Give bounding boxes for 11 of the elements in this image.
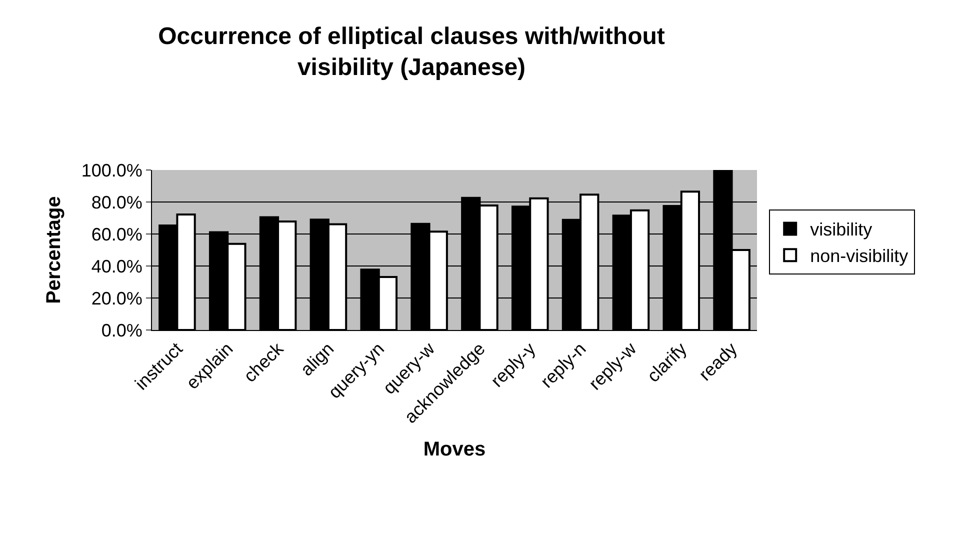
x-axis-title: Moves bbox=[423, 438, 486, 461]
y-tick-label: 80.0% bbox=[91, 192, 142, 212]
y-tick-label: 20.0% bbox=[91, 288, 142, 308]
y-tick-label: 60.0% bbox=[91, 224, 142, 244]
y-tick-label: 100.0% bbox=[81, 160, 142, 180]
y-axis-title: Percentage bbox=[42, 196, 65, 304]
y-tick-label: 0.0% bbox=[101, 320, 142, 340]
y-tick-label: 40.0% bbox=[91, 256, 142, 276]
chart-title: Occurrence of elliptical clauses with/without visibility (Japanese) bbox=[158, 22, 665, 82]
legend-label: visibility bbox=[810, 220, 872, 240]
legend-label: non-visibility bbox=[810, 246, 908, 266]
